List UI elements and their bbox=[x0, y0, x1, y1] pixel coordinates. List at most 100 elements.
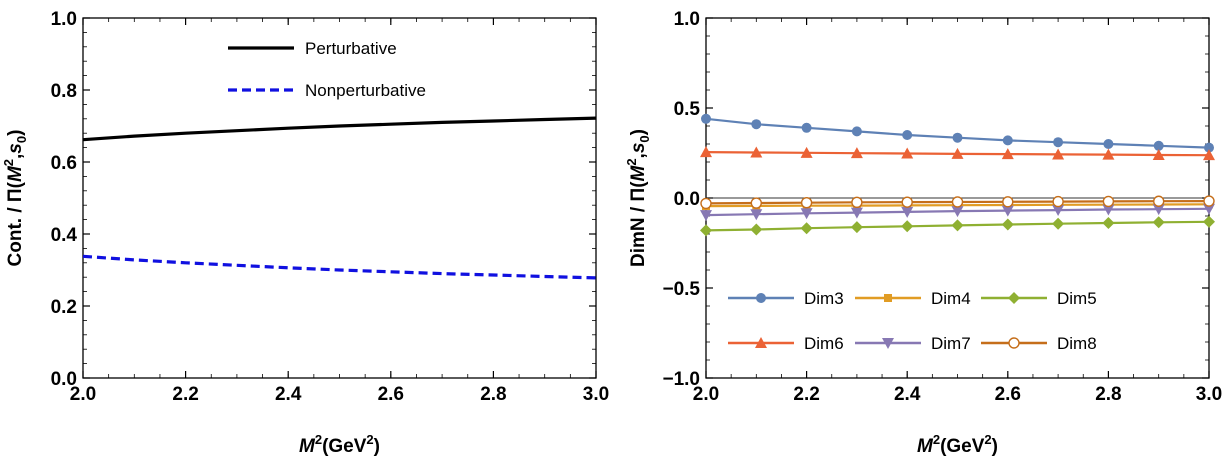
data-point-dim3 bbox=[902, 130, 913, 140]
legend-entry: Dim6 bbox=[728, 334, 844, 353]
y-tick-label: −0.5 bbox=[662, 279, 700, 300]
data-point-dim5 bbox=[901, 220, 914, 233]
data-point-dim3 bbox=[701, 113, 711, 124]
data-point-dim8 bbox=[1002, 196, 1014, 208]
y-tick-label: 0.2 bbox=[51, 297, 77, 318]
data-point-dim8 bbox=[800, 196, 813, 209]
legend-marker bbox=[884, 294, 892, 302]
legend-marker bbox=[882, 338, 894, 349]
data-point-dim6 bbox=[901, 147, 914, 159]
data-point-dim7 bbox=[951, 206, 964, 218]
data-point-dim7 bbox=[700, 210, 712, 222]
y-tick-label: −1.0 bbox=[662, 369, 700, 390]
data-point-dim7 bbox=[800, 208, 813, 220]
series-line-nonperturbative bbox=[82, 254, 597, 280]
data-point-dim5 bbox=[750, 223, 763, 236]
legend-label: Dim6 bbox=[804, 334, 844, 353]
plot-frame bbox=[82, 17, 597, 379]
legend-entry: Perturbative bbox=[228, 39, 397, 58]
legend-label: Dim5 bbox=[1057, 289, 1097, 308]
data-point-dim5 bbox=[1102, 217, 1115, 230]
data-point-dim6 bbox=[951, 147, 964, 159]
data-point-dim8 bbox=[1052, 195, 1064, 208]
data-point-dim7 bbox=[1102, 204, 1115, 216]
y-tick-label: 0.6 bbox=[51, 153, 77, 174]
data-point-dim6 bbox=[1001, 148, 1014, 160]
data-point-dim6 bbox=[1203, 149, 1215, 161]
data-point-dim6 bbox=[1152, 148, 1165, 160]
data-point-dim3 bbox=[1002, 135, 1013, 146]
data-point-dim6 bbox=[850, 147, 863, 159]
data-point-dim7 bbox=[1152, 204, 1165, 216]
y-tick-label: 0.8 bbox=[51, 81, 77, 102]
legend-label: Perturbative bbox=[305, 39, 397, 58]
legend-marker bbox=[755, 337, 767, 348]
data-point-dim8 bbox=[951, 196, 964, 208]
data-point-dim7 bbox=[1001, 205, 1014, 217]
x-tick-label: 2.0 bbox=[693, 384, 719, 405]
data-point-dim6 bbox=[750, 146, 763, 158]
legend-entry: Nonperturbative bbox=[228, 81, 426, 100]
data-point-dim7 bbox=[901, 206, 914, 218]
legend-label: Dim3 bbox=[804, 289, 844, 308]
x-tick-label: 2.8 bbox=[480, 384, 506, 405]
data-point-dim3 bbox=[851, 126, 862, 137]
x-tick-label: 2.6 bbox=[378, 384, 404, 405]
x-axis-label: M2(GeV2) bbox=[917, 432, 998, 457]
data-point-dim6 bbox=[700, 146, 712, 158]
data-point-dim3 bbox=[1053, 137, 1064, 148]
y-axis-label: Cont. / Π(M2,s0) bbox=[1, 130, 29, 267]
y-tick-label: 0.4 bbox=[51, 225, 78, 246]
series-dim6 bbox=[700, 146, 1215, 161]
data-point-dim3 bbox=[1204, 142, 1214, 153]
x-axis-label: M2(GeV2) bbox=[299, 432, 380, 457]
data-point-dim7 bbox=[850, 207, 863, 219]
data-point-dim3 bbox=[952, 132, 963, 143]
legend-marker bbox=[1008, 337, 1020, 349]
data-point-dim8 bbox=[901, 196, 913, 208]
y-tick-label: 1.0 bbox=[674, 9, 700, 30]
data-point-dim3 bbox=[1103, 139, 1114, 149]
data-point-dim8 bbox=[1152, 195, 1165, 207]
series-dim3 bbox=[701, 113, 1214, 153]
legend-label: Dim7 bbox=[931, 334, 971, 353]
data-point-dim5 bbox=[850, 221, 863, 234]
x-tick-label: 2.0 bbox=[70, 384, 96, 405]
series-line-perturbative bbox=[82, 116, 597, 142]
data-point-dim7 bbox=[1052, 205, 1065, 217]
x-tick-label: 3.0 bbox=[1196, 384, 1222, 405]
legend-entry: Dim4 bbox=[855, 289, 971, 308]
data-point-dim8 bbox=[1203, 195, 1215, 207]
legend-marker bbox=[756, 293, 766, 303]
data-point-dim3 bbox=[801, 122, 812, 133]
series-dim8 bbox=[700, 195, 1215, 210]
chart-panel-2: 2.0 2.2 2.4 2.6 2.8 3.0 −1.0 −0.5 0.0 0.5 1.0 DimN … bbox=[624, 9, 1222, 457]
data-point-dim7 bbox=[750, 209, 763, 221]
x-tick-label: 2.2 bbox=[172, 384, 198, 405]
data-point-dim6 bbox=[800, 146, 813, 158]
series-dim5 bbox=[700, 215, 1215, 237]
series-nonperturbative bbox=[82, 254, 597, 280]
data-point-dim6 bbox=[1052, 148, 1065, 160]
x-tick-label: 2.6 bbox=[995, 384, 1021, 405]
x-tick-label: 2.4 bbox=[275, 384, 302, 405]
data-point-dim5 bbox=[800, 222, 813, 235]
y-tick-label: 0.0 bbox=[674, 189, 700, 210]
data-point-dim5 bbox=[1203, 215, 1215, 228]
y-tick-label: 0.0 bbox=[51, 369, 77, 390]
x-tick-label: 2.8 bbox=[1095, 384, 1121, 405]
y-tick-label: 1.0 bbox=[51, 9, 77, 30]
legend-label: Nonperturbative bbox=[305, 81, 426, 100]
data-point-dim5 bbox=[700, 224, 712, 237]
data-point-dim8 bbox=[700, 197, 712, 210]
series-dim7 bbox=[700, 203, 1215, 222]
data-point-dim5 bbox=[951, 219, 964, 232]
data-point-dim8 bbox=[851, 196, 863, 209]
legend-label: Dim4 bbox=[931, 289, 971, 308]
legend-entry: Dim5 bbox=[981, 289, 1097, 308]
data-point-dim6 bbox=[1102, 148, 1115, 160]
y-tick-label: 0.5 bbox=[674, 99, 701, 120]
legend-label: Dim8 bbox=[1057, 334, 1097, 353]
legend-entry: Dim8 bbox=[981, 334, 1097, 353]
